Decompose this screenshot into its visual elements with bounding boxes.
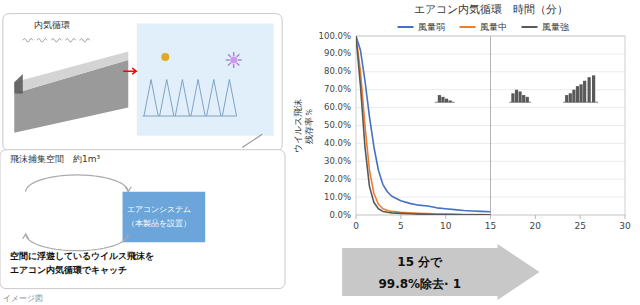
y-tick-label: 10.0% [324,192,351,202]
legend-label: 風量中 [480,22,507,32]
x-tick-label: 25 [574,221,585,231]
virus [230,56,237,63]
x-tick-label: 20 [530,221,542,231]
bottom-text: 空間に浮遊しているウイルス飛沫を [10,251,154,261]
chart-title: エアコン内気循環 時間（分） [414,3,568,16]
line [356,36,491,212]
bar-baseline [435,102,455,103]
filter-side [14,74,23,94]
bar [522,95,525,102]
x-tick [445,215,446,219]
y-axis-label: ウイルス飛沫 [293,99,303,153]
bar [441,97,444,102]
bar [518,91,521,102]
circulation-arrow [26,175,129,192]
ac-box [123,192,206,243]
x-tick [625,215,626,219]
bar [572,90,575,103]
arrow-text: 99.8%除去· 1 [378,277,461,291]
plot-frame [356,36,625,215]
line [356,36,491,215]
y-tick-label: 60.0% [324,102,351,112]
bar [511,93,514,102]
bottom-box [0,150,285,289]
x-tick-label: 0 [353,221,359,231]
fiber-pattern [143,80,237,116]
bar [565,95,568,102]
arrow-head [23,234,29,239]
air-stream [37,39,47,42]
x-tick [490,215,491,219]
x-tick-label: 5 [398,221,404,231]
connector-arrow [242,134,262,147]
ac-label: エアコンシステム [127,205,191,214]
bar [588,77,591,102]
y-tick-label: 50.0% [324,120,351,130]
bar [438,95,441,102]
legend-label: 風量強 [542,22,569,32]
red-arrow [123,68,136,74]
legend-swatch [398,26,414,28]
micro-panel [137,23,274,135]
bottom-text: エアコン内気循環でキャッチ [10,265,127,275]
air-stream [66,39,76,42]
arrow-shape [342,244,539,300]
x-tick-label: 30 [619,221,631,231]
x-tick [580,215,581,219]
diagram: 内気循環飛沫捕集空間 約1m³ エアコンシステム （本製品を設置） 空間に浮遊している… [0,14,285,303]
line [356,36,491,215]
x-axis: 0 5 10 15 20 25 30 [353,215,631,231]
x-tick-label: 15 [485,221,496,231]
legend-swatch [522,26,538,28]
legend: 風量弱 風量中 風量強 [398,22,569,32]
air-stream [80,39,90,42]
particle [161,53,169,61]
legend-swatch [460,26,476,28]
x-tick-label: 10 [440,221,452,231]
bar [576,86,579,102]
y-tick-label: 40.0% [324,138,351,148]
virus-spikes [226,52,242,68]
bar [445,99,448,103]
x-tick [400,215,401,219]
air-stream [51,39,61,42]
plot-area [356,36,598,215]
y-tick-label: 0.0% [329,210,351,220]
y-axis: 0.0% 10.0% 20.0% 30.0% 40.0% 50.0% 60.0% 70.0% 8… [319,31,625,220]
ac-label: （本製品を設置） [127,219,191,228]
y-tick-label: 30.0% [324,156,351,166]
x-tick [535,215,536,219]
bar [579,84,582,102]
y-tick-label: 70.0% [324,84,351,94]
y-tick-label: 90.0% [324,48,351,58]
y-tick-label: 80.0% [324,66,351,76]
arrow-text: 15 分で [397,255,443,269]
bar-baseline [563,102,598,103]
y-tick-label: 20.0% [324,174,351,184]
x-tick [356,215,357,219]
top-box [3,14,282,151]
bar [569,93,572,102]
bar [583,81,586,102]
space-title: 飛沫捕集空間 約1m³ [10,154,100,164]
arrow-head [125,187,131,192]
filter-top [14,51,128,93]
filter-label: 内気循環 [34,20,70,30]
bar-baseline [509,102,531,103]
air-stream [23,39,33,42]
bar [592,75,595,102]
y-tick-label: 100.0% [319,31,351,41]
legend-label: 風量弱 [418,22,445,32]
arrow-annotation: 15 分で 99.8%除去· 1 [342,244,539,300]
bar [515,90,518,103]
bar [526,97,529,102]
image-note: イメージ図 [3,294,43,303]
y-axis-label: 残存率％ [304,108,314,144]
highlight-line [490,36,491,215]
circulation-arrow [26,234,129,251]
